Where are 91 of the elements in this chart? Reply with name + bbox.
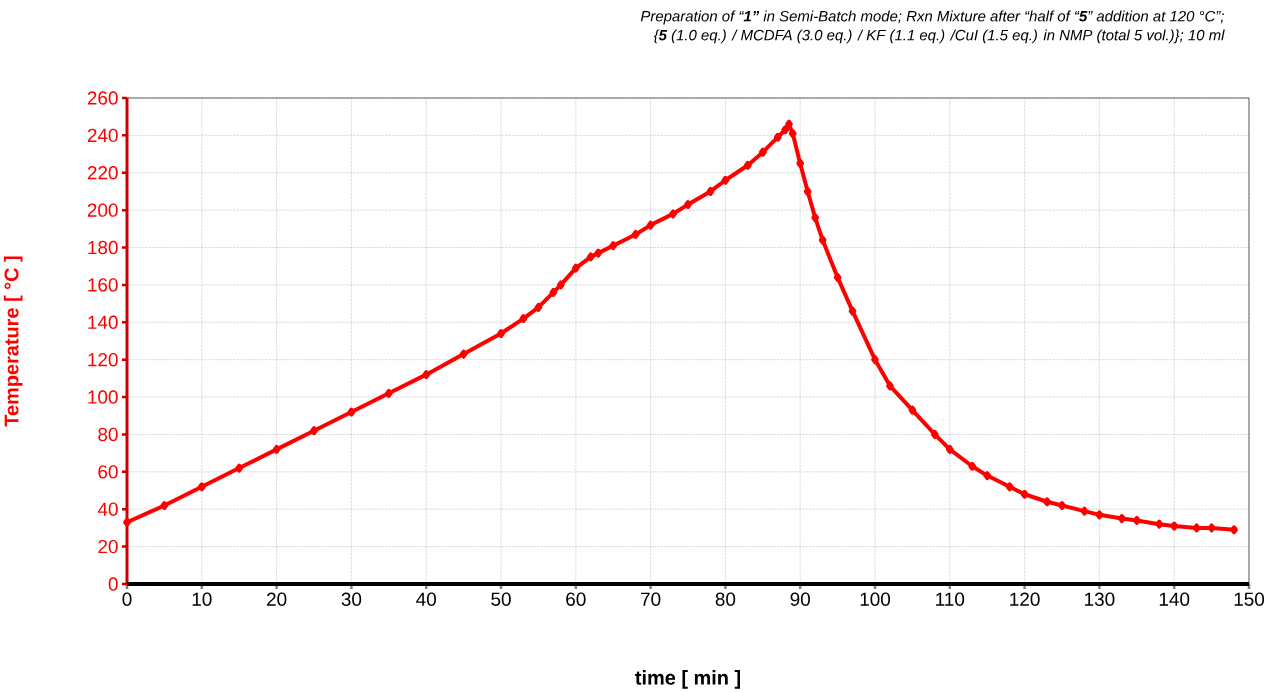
point — [1230, 525, 1238, 535]
x-tick-label: 30 — [341, 592, 362, 606]
point — [1117, 514, 1126, 524]
y-tick-label: 60 — [98, 465, 118, 479]
point — [123, 517, 131, 527]
point — [1170, 521, 1179, 531]
point — [796, 158, 805, 168]
point — [908, 405, 917, 415]
point — [1207, 523, 1216, 533]
point — [235, 463, 244, 473]
y-tick-label: 260 — [87, 91, 118, 105]
point — [594, 248, 603, 258]
point — [871, 355, 879, 365]
point — [811, 213, 820, 223]
y-tick-label: 80 — [98, 427, 118, 442]
x-tick-label: 120 — [1010, 592, 1040, 606]
point — [1043, 497, 1051, 507]
point — [1192, 523, 1201, 533]
point — [785, 119, 793, 129]
point — [983, 471, 992, 481]
point — [743, 160, 752, 170]
point — [833, 272, 842, 282]
point — [945, 444, 954, 454]
point — [160, 500, 169, 510]
x-tick-label: 70 — [641, 592, 661, 606]
y-tick-label: 220 — [87, 166, 118, 180]
y-tick-label: 40 — [97, 502, 118, 516]
point — [684, 200, 692, 210]
point — [818, 235, 827, 245]
y-tick-label: 100 — [88, 390, 118, 404]
chart-subtitle: {5 (1.0 eq.) / MCDFA (3.0 eq.) / KF (1.1 eq.) /CuI (1.5 eq.) in NMP (total 5 vol.)}; 10 ml — [653, 29, 1225, 44]
y-tick-label: 20 — [98, 539, 118, 554]
point — [459, 349, 468, 359]
point — [1095, 510, 1104, 520]
point — [497, 329, 505, 338]
x-tick-label: 100 — [860, 592, 891, 606]
x-tick-label: 150 — [1234, 592, 1265, 606]
x-tick-label: 60 — [566, 592, 586, 606]
point — [534, 302, 543, 312]
x-axis-title: time [ min ] — [635, 670, 741, 689]
x-tick-label: 130 — [1085, 592, 1115, 606]
point — [886, 381, 894, 391]
x-tick-label: 80 — [715, 592, 736, 606]
point — [1005, 482, 1014, 492]
y-tick-label: 120 — [88, 352, 118, 367]
point — [758, 147, 767, 157]
y-tick-label: 180 — [88, 240, 118, 255]
point — [384, 388, 393, 398]
y-tick-label: 160 — [88, 278, 118, 292]
point — [1020, 489, 1029, 499]
point — [609, 241, 618, 251]
y-tick-label: 240 — [87, 128, 118, 143]
point — [631, 229, 640, 239]
x-tick-label: 20 — [267, 592, 287, 606]
chart-title: Preparation of “1” in Semi-Batch mode; Rxn Mixture after “half of “5” addition at 120 °C”; — [640, 10, 1224, 25]
point — [848, 306, 857, 316]
point — [781, 125, 790, 135]
point — [773, 132, 782, 142]
point — [272, 444, 281, 454]
point — [586, 252, 595, 262]
y-tick-label: 140 — [88, 315, 118, 329]
point — [968, 461, 977, 471]
point — [422, 370, 431, 380]
point — [571, 263, 580, 273]
point — [930, 429, 939, 439]
point — [197, 482, 206, 492]
point — [1080, 506, 1089, 516]
x-tick-label: 10 — [192, 592, 212, 606]
point — [556, 280, 565, 290]
y-tick-label: 200 — [87, 203, 118, 217]
point — [549, 287, 558, 297]
x-tick-label: 140 — [1159, 592, 1190, 606]
point — [646, 220, 655, 230]
x-tick-label: 0 — [122, 592, 132, 606]
y-axis-title: Temperature [ °C ] — [3, 256, 23, 427]
x-tick-label: 110 — [936, 592, 965, 606]
point — [721, 175, 730, 185]
point — [669, 209, 677, 219]
x-tick-label: 40 — [416, 592, 436, 606]
point — [519, 314, 528, 324]
point — [1155, 519, 1164, 529]
x-tick-label: 90 — [790, 592, 810, 606]
point — [1058, 500, 1066, 510]
y-tick-label: 0 — [108, 577, 118, 591]
point — [706, 186, 715, 196]
x-tick-label: 50 — [491, 592, 511, 606]
point — [803, 186, 812, 196]
point — [347, 407, 356, 417]
point — [1132, 515, 1141, 525]
point — [310, 426, 318, 436]
point — [788, 129, 797, 138]
